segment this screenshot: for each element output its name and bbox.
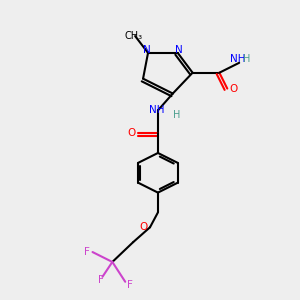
Text: F: F [84, 247, 90, 257]
Text: F: F [98, 275, 104, 285]
Text: F: F [127, 280, 133, 290]
Text: O: O [230, 84, 238, 94]
Text: H: H [172, 110, 180, 120]
Text: NH: NH [230, 54, 245, 64]
Text: CH₃: CH₃ [124, 31, 143, 41]
Text: NH: NH [149, 105, 164, 116]
Text: H: H [243, 54, 251, 64]
Text: N: N [143, 45, 150, 55]
Text: N: N [176, 45, 183, 55]
Text: O: O [139, 222, 148, 232]
Text: O: O [128, 128, 136, 138]
